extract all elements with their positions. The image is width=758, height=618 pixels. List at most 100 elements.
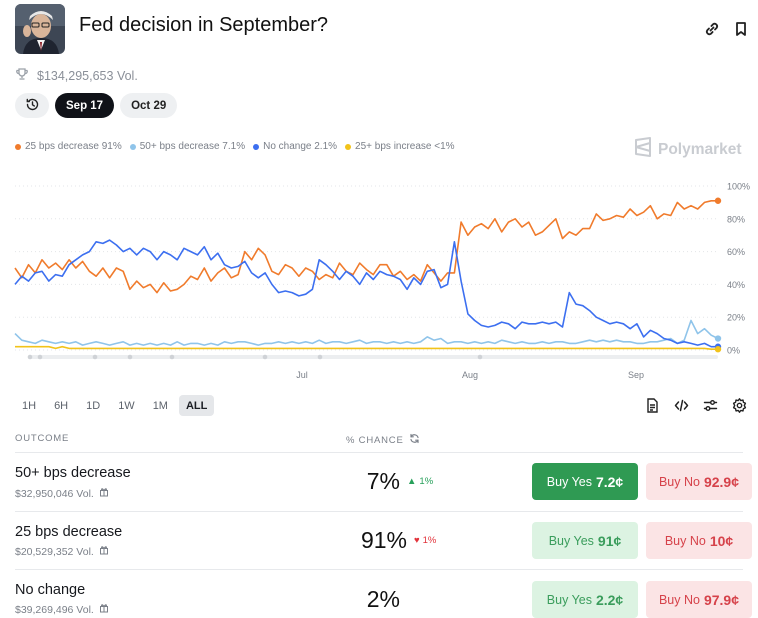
triangle-up-icon: ▲ <box>407 476 417 487</box>
event-marker <box>127 354 133 360</box>
event-marker <box>37 354 43 360</box>
range-1m[interactable]: 1M <box>152 399 168 412</box>
document-icon[interactable] <box>644 397 661 414</box>
date-selector: Sep 17 Oct 29 <box>15 93 178 118</box>
buy-yes-label: Buy Yes <box>546 592 592 607</box>
date-pill-sep-17[interactable]: Sep 17 <box>55 93 115 118</box>
table-divider <box>15 569 743 570</box>
legend-dot <box>345 143 352 150</box>
code-icon[interactable] <box>673 397 690 414</box>
time-range-selector: 1H 6H 1D 1W 1M ALL <box>15 395 215 416</box>
outcome-name[interactable]: 50+ bps decrease <box>15 465 131 481</box>
event-marker <box>477 354 483 360</box>
buy-no-price: 10¢ <box>709 532 734 549</box>
date-pill-oct-29[interactable]: Oct 29 <box>120 93 178 118</box>
buy-no-button[interactable]: Buy No 92.9¢ <box>646 463 752 500</box>
buy-yes-price: 7.2¢ <box>595 473 624 490</box>
brand-name: Polymarket <box>658 140 742 158</box>
outcome-column-header: OUTCOME <box>15 433 70 444</box>
chart-legend: 25 bps decrease 91% 50+ bps decrease 7.1… <box>15 141 455 152</box>
sliders-icon[interactable] <box>702 397 719 414</box>
buy-yes-label: Buy Yes <box>548 533 594 548</box>
gear-icon[interactable] <box>731 397 748 414</box>
buy-yes-label: Buy Yes <box>546 474 592 489</box>
volume-text: $134,295,653 Vol. <box>37 68 138 83</box>
x-tick-label: Sep <box>628 370 644 380</box>
legend-item: 25+ bps increase <1% <box>345 141 455 152</box>
buy-no-button[interactable]: Buy No 10¢ <box>646 522 752 559</box>
event-marker <box>317 354 323 360</box>
chance-change-up: ▲ 1% <box>407 476 433 487</box>
event-marker <box>169 354 175 360</box>
outcome-volume-text: $32,950,046 Vol. <box>15 487 94 500</box>
legend-label: 25+ bps increase <1% <box>355 141 455 152</box>
gift-icon <box>99 487 109 500</box>
history-icon <box>25 97 40 115</box>
range-1d[interactable]: 1D <box>86 399 101 412</box>
outcome-volume: $32,950,046 Vol. <box>15 487 109 500</box>
bookmark-icon[interactable] <box>731 19 751 39</box>
legend-item: 50+ bps decrease 7.1% <box>129 141 246 152</box>
x-tick-label: Jul <box>296 370 308 380</box>
range-1h[interactable]: 1H <box>22 399 37 412</box>
buy-yes-price: 2.2¢ <box>595 591 624 608</box>
event-marker <box>92 354 98 360</box>
range-all[interactable]: ALL <box>178 395 215 416</box>
legend-dot <box>253 143 260 150</box>
range-1w[interactable]: 1W <box>118 399 135 412</box>
outcome-chance: 7% <box>366 468 400 494</box>
table-divider <box>15 452 743 453</box>
refresh-icon[interactable] <box>409 433 420 447</box>
buy-yes-button[interactable]: Buy Yes 2.2¢ <box>532 581 638 618</box>
series-end-point <box>714 345 722 353</box>
outcome-name[interactable]: No change <box>15 582 86 598</box>
chance-change-value: 1% <box>422 535 437 546</box>
event-marker <box>27 354 33 360</box>
link-icon[interactable] <box>702 19 722 39</box>
history-button[interactable] <box>15 93 49 118</box>
price-chart[interactable]: 100% 80% 60% 40% 20% 0% Jul Aug Sep <box>0 160 758 385</box>
legend-dot <box>129 143 136 150</box>
series-line <box>14 239 718 348</box>
series-line <box>14 199 718 294</box>
trophy-icon <box>15 67 29 84</box>
buy-no-label: Buy No <box>658 474 700 489</box>
gift-icon <box>99 603 109 616</box>
chance-header-label: % CHANCE <box>346 434 404 446</box>
buy-no-price: 97.9¢ <box>703 591 740 608</box>
buy-no-label: Buy No <box>664 533 706 548</box>
market-volume: $134,295,653 Vol. <box>15 67 138 84</box>
outcome-volume-text: $39,269,496 Vol. <box>15 603 94 616</box>
market-avatar <box>15 4 65 54</box>
buy-yes-button[interactable]: Buy Yes 7.2¢ <box>532 463 638 500</box>
chance-change-value: 1% <box>419 476 434 487</box>
series-end-point <box>714 335 722 342</box>
legend-dot <box>15 143 21 150</box>
table-divider <box>15 511 743 512</box>
chance-column-header: % CHANCE <box>346 433 420 447</box>
buy-no-button[interactable]: Buy No 97.9¢ <box>646 581 752 618</box>
range-6h[interactable]: 6H <box>54 399 69 412</box>
buy-yes-button[interactable]: Buy Yes 91¢ <box>532 522 638 559</box>
chance-change-down: ♥ 1% <box>414 535 436 546</box>
series-line <box>14 319 719 346</box>
buy-yes-price: 91¢ <box>597 532 622 549</box>
y-tick-label: 0% <box>727 346 740 356</box>
buy-no-price: 92.9¢ <box>703 473 740 490</box>
x-tick-label: Aug <box>462 370 478 380</box>
y-tick-label: 20% <box>727 313 745 323</box>
outcome-volume: $39,269,496 Vol. <box>15 603 109 616</box>
outcome-chance: 2% <box>366 586 400 612</box>
legend-item: 25 bps decrease 91% <box>15 141 122 152</box>
gift-icon <box>99 545 109 558</box>
legend-label: 50+ bps decrease 7.1% <box>139 141 246 152</box>
market-title: Fed decision in September? <box>79 14 329 36</box>
outcome-name[interactable]: 25 bps decrease <box>15 524 123 540</box>
outcome-volume: $20,529,352 Vol. <box>15 545 109 558</box>
series-end-point <box>714 197 722 204</box>
y-tick-label: 80% <box>727 214 745 224</box>
outcome-volume-text: $20,529,352 Vol. <box>15 545 94 558</box>
polymarket-brand: Polymarket <box>634 137 742 162</box>
polymarket-logo-icon <box>634 137 652 162</box>
y-tick-label: 60% <box>727 247 745 257</box>
